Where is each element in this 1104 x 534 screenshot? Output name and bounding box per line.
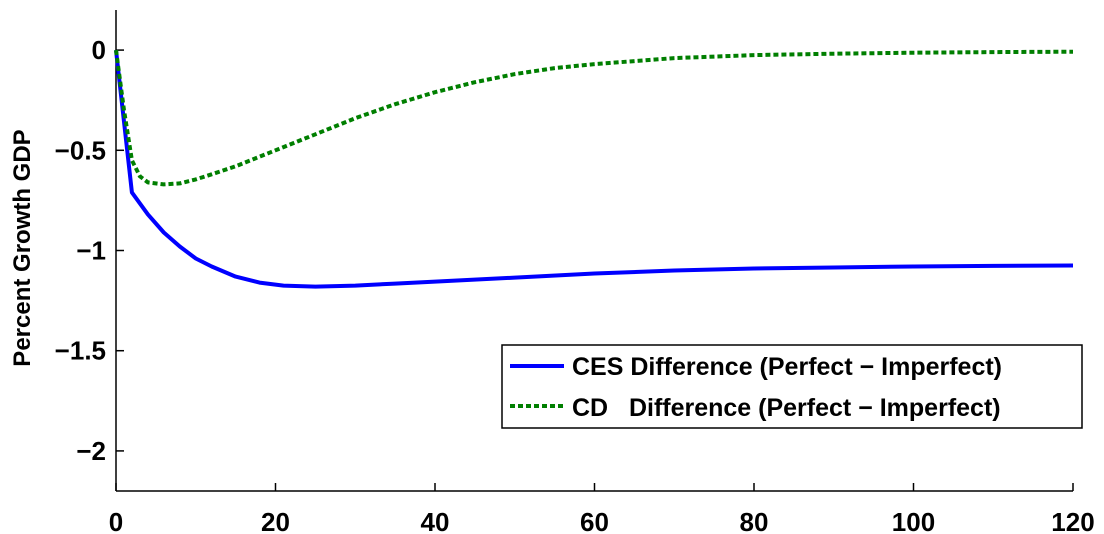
x-tick-label: 0 [109, 507, 123, 534]
series-line-cd [114, 49, 1074, 187]
x-tick-label: 20 [261, 507, 290, 534]
legend: CES Difference (Perfect − Imperfect) CD … [501, 344, 1083, 429]
x-axis-ticks: 0 20 40 60 80 100 120 [109, 483, 1095, 534]
legend-label-ces: CES Difference (Perfect − Imperfect) [572, 353, 1002, 381]
y-tick-label: −2 [76, 436, 106, 466]
legend-box [501, 344, 1083, 429]
y-tick-label: −1 [76, 236, 106, 266]
y-tick-label: −0.5 [55, 135, 106, 165]
y-tick-label: −1.5 [55, 336, 106, 366]
y-axis-ticks: 0 −0.5 −1 −1.5 −2 [55, 35, 124, 466]
x-tick-label: 80 [740, 507, 769, 534]
x-tick-label: 120 [1051, 507, 1094, 534]
legend-label-cd: CD Difference (Perfect − Imperfect) [572, 394, 1001, 422]
series-layer [114, 49, 1074, 289]
x-tick-label: 60 [580, 507, 609, 534]
x-tick-label: 100 [892, 507, 935, 534]
y-tick-label: 0 [92, 35, 106, 65]
x-tick-label: 40 [421, 507, 450, 534]
y-axis-label: Percent Growth GDP [9, 129, 36, 366]
series-line-ces [114, 49, 1074, 289]
